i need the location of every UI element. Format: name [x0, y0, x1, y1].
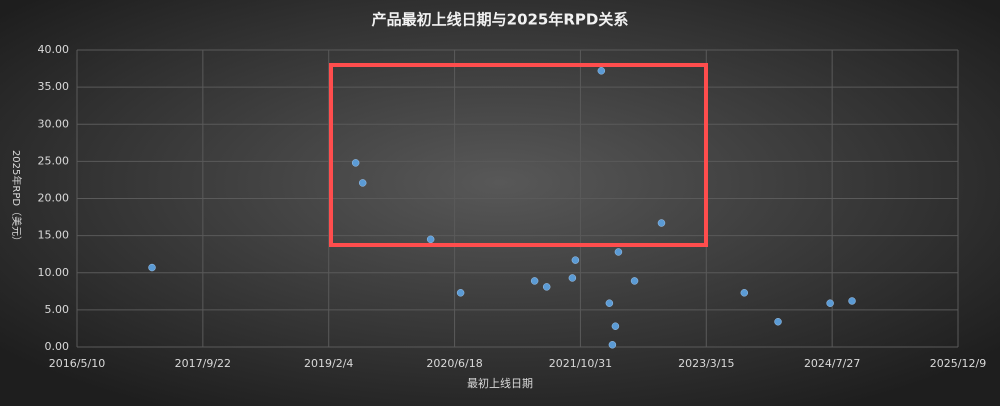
point	[568, 274, 577, 282]
point	[148, 263, 156, 272]
point	[456, 289, 465, 297]
point	[358, 179, 367, 187]
point	[605, 299, 614, 307]
y-tick-label: 30.00	[38, 117, 70, 130]
y-tick-label: 5.00	[45, 303, 70, 316]
point	[530, 277, 539, 285]
y-tick-label: 0.00	[45, 340, 70, 353]
point	[614, 248, 623, 256]
y-tick-label: 20.00	[38, 192, 70, 205]
y-axis-title: 2025年RPD（美元）	[10, 150, 23, 246]
point	[426, 235, 435, 244]
x-tick-label: 2025/12/9	[930, 357, 986, 370]
x-tick-label: 2024/7/27	[804, 357, 860, 370]
point	[826, 299, 834, 307]
y-tick-label: 25.00	[38, 154, 70, 167]
point	[351, 159, 360, 167]
x-axis-title: 最初上线日期	[467, 376, 533, 390]
point	[571, 256, 580, 264]
y-tick-label: 35.00	[38, 80, 70, 93]
point	[848, 297, 856, 305]
point	[657, 219, 666, 227]
y-tick-label: 40.00	[38, 43, 70, 56]
highlight-box	[329, 63, 708, 247]
x-tick-label: 2021/10/31	[549, 357, 612, 370]
x-tick-label: 2016/5/10	[49, 357, 105, 370]
point	[774, 318, 782, 326]
point	[740, 289, 749, 297]
point	[597, 67, 606, 75]
x-tick-label: 2023/3/15	[678, 357, 734, 370]
point	[630, 277, 639, 285]
y-tick-label: 15.00	[38, 229, 70, 242]
x-tick-label: 2019/2/4	[304, 357, 353, 370]
point	[608, 341, 617, 349]
y-tick-label: 10.00	[38, 266, 70, 279]
point	[542, 283, 551, 291]
chart-title: 产品最初上线日期与2025年RPD关系	[372, 11, 629, 29]
point	[611, 322, 620, 330]
x-tick-label: 2020/6/18	[426, 357, 482, 370]
x-tick-label: 2017/9/22	[175, 357, 231, 370]
